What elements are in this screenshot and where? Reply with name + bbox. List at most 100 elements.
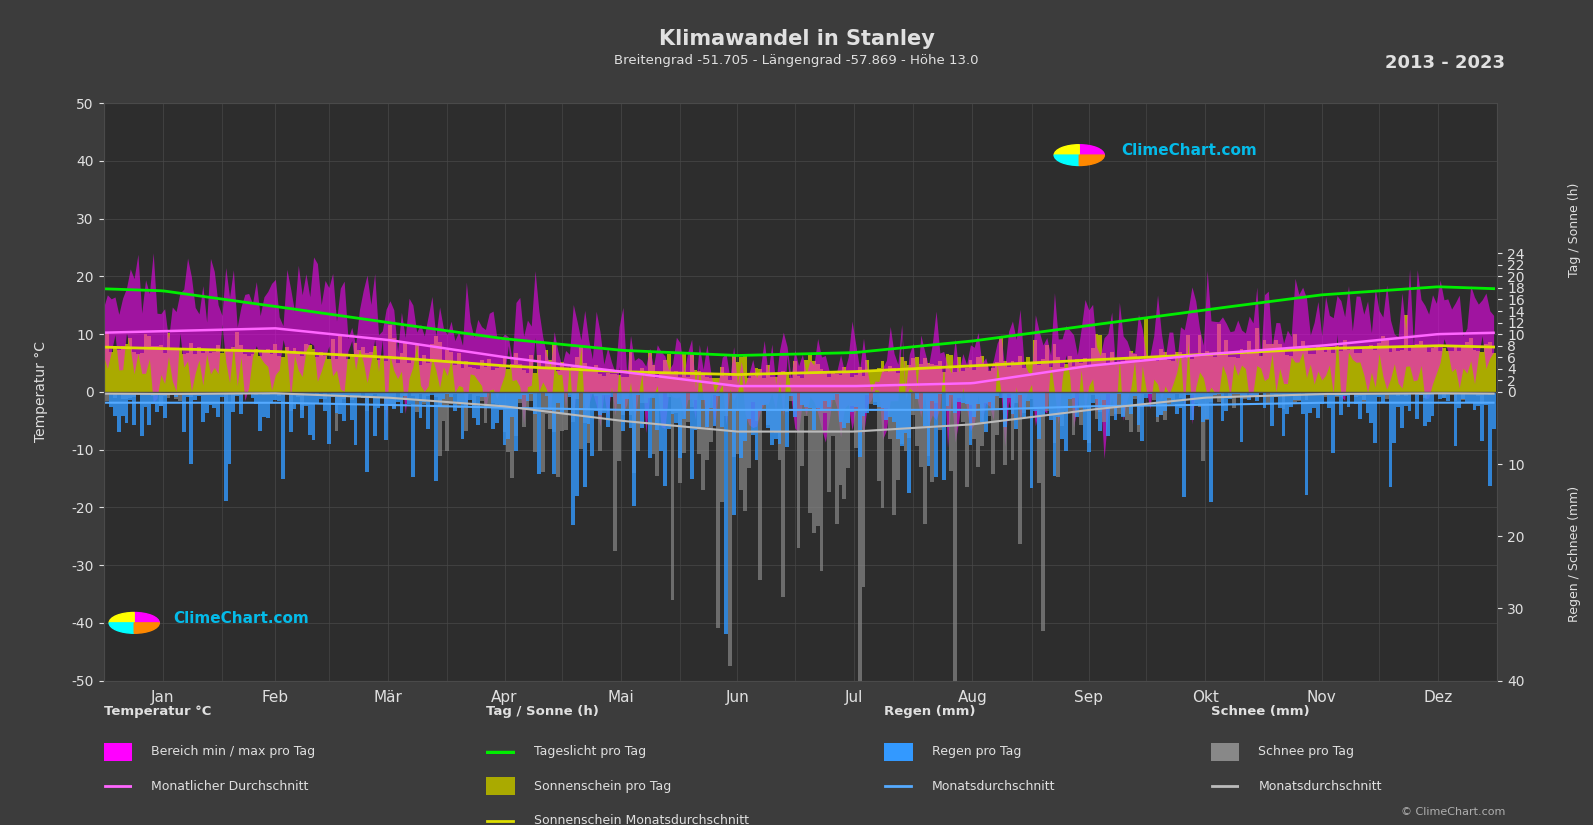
Bar [717, 392, 720, 395]
Bar [816, 392, 819, 526]
Bar [338, 392, 342, 413]
Bar [296, 392, 299, 403]
Bar [1251, 352, 1255, 392]
Bar [838, 392, 843, 422]
Bar [1098, 392, 1102, 431]
Bar [433, 392, 438, 397]
Bar [521, 392, 526, 427]
Bar [209, 392, 212, 405]
Bar [1171, 392, 1174, 403]
Bar [335, 392, 338, 431]
Bar [624, 392, 629, 411]
Bar [698, 392, 701, 428]
Bar [953, 392, 957, 682]
Bar [1316, 345, 1321, 392]
Bar [1427, 392, 1431, 422]
Bar [148, 336, 151, 392]
Bar [1469, 392, 1472, 394]
Bar [1419, 392, 1423, 394]
Bar [796, 376, 800, 392]
Bar [553, 392, 556, 431]
Bar [1244, 392, 1247, 397]
Bar [288, 352, 293, 392]
Bar [1091, 392, 1094, 395]
Bar [640, 392, 644, 428]
Bar [564, 392, 567, 430]
Bar [957, 392, 961, 398]
Bar [1458, 392, 1461, 408]
Bar [414, 392, 419, 412]
Bar [209, 352, 212, 392]
Bar [605, 392, 610, 427]
Bar [621, 392, 624, 431]
Bar [1064, 364, 1067, 392]
Bar [1201, 356, 1206, 392]
Bar [632, 373, 636, 392]
Bar [1236, 358, 1239, 392]
Bar [938, 392, 941, 431]
Bar [280, 392, 285, 478]
Bar [972, 392, 977, 439]
Bar [782, 392, 785, 411]
Bar [1411, 346, 1415, 392]
Bar [1174, 392, 1179, 394]
Bar [1190, 360, 1193, 392]
Bar [269, 392, 274, 403]
Bar [739, 392, 744, 459]
Bar [132, 392, 135, 425]
Bar [1365, 347, 1370, 392]
Text: ClimeChart.com: ClimeChart.com [1121, 143, 1257, 158]
Bar [1324, 392, 1327, 393]
Bar [1080, 392, 1083, 425]
Bar [534, 392, 537, 414]
Bar [832, 392, 835, 436]
Bar [1392, 392, 1395, 393]
Bar [597, 392, 602, 415]
Bar [629, 392, 632, 428]
Text: Bereich min / max pro Tag: Bereich min / max pro Tag [151, 745, 315, 758]
Bar [914, 357, 919, 392]
Bar [862, 392, 865, 587]
Bar [556, 392, 559, 478]
Bar [315, 356, 319, 392]
Bar [999, 392, 1004, 398]
Bar [113, 346, 116, 392]
Bar [843, 366, 846, 392]
Bar [438, 342, 441, 392]
Bar [999, 337, 1004, 392]
Bar [938, 392, 941, 394]
Text: Tag / Sonne (h): Tag / Sonne (h) [1568, 183, 1580, 277]
Bar [357, 392, 362, 396]
Bar [1042, 360, 1045, 392]
Bar [819, 369, 824, 392]
Bar [1400, 392, 1403, 428]
Bar [881, 361, 884, 392]
Bar [537, 356, 540, 392]
Bar [170, 392, 174, 393]
Bar [350, 355, 354, 392]
Bar [624, 392, 629, 399]
Bar [1258, 356, 1263, 392]
Bar [1305, 392, 1308, 495]
Bar [1231, 356, 1236, 392]
Bar [346, 392, 350, 395]
Bar [1045, 392, 1048, 411]
Bar [731, 392, 736, 457]
Bar [640, 392, 644, 403]
Bar [835, 374, 838, 392]
Bar [529, 392, 534, 394]
Bar [510, 364, 515, 392]
Bar [701, 392, 706, 490]
Bar [758, 392, 763, 580]
Bar [900, 392, 903, 444]
Bar [1007, 392, 1010, 394]
Bar [288, 392, 293, 432]
Bar [1431, 392, 1434, 416]
Bar [812, 392, 816, 431]
Bar [102, 392, 105, 446]
Bar [250, 392, 255, 398]
Bar [766, 392, 769, 427]
Bar [102, 353, 105, 392]
Bar [824, 371, 827, 392]
Bar [1453, 392, 1458, 446]
